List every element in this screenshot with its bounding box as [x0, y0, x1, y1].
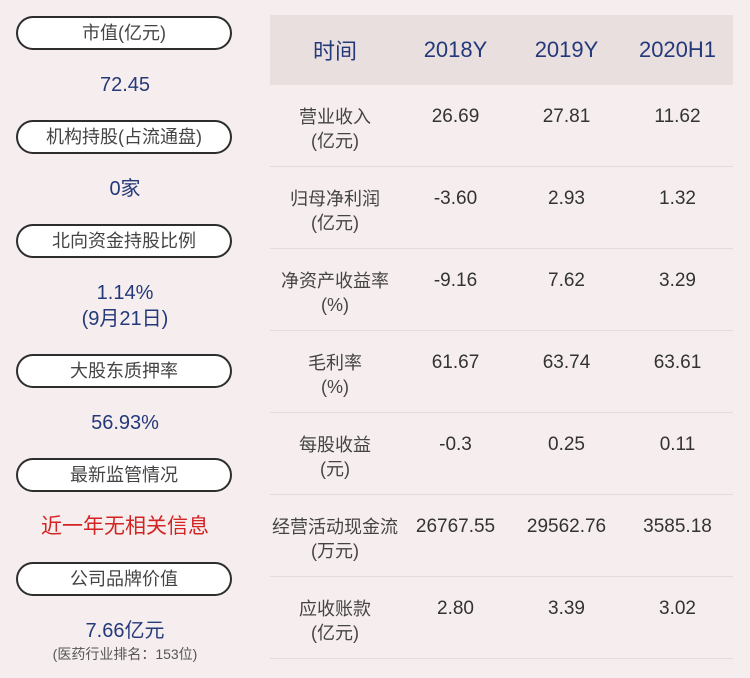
- regulatory-value: 近一年无相关信息: [41, 515, 209, 538]
- northbound-ratio-label: 北向资金持股比例: [16, 224, 232, 258]
- institutional-holding-value: 0家: [109, 178, 141, 200]
- cell-value: 3.29: [659, 270, 696, 291]
- row-unit: (万元): [311, 541, 359, 561]
- cell-value: 63.61: [653, 352, 702, 373]
- brand-value-value: 7.66亿元: [85, 620, 165, 642]
- cell-value: 3585.18: [643, 516, 712, 537]
- table-row: 应收账款 (亿元) 2.80 3.39 3.02: [270, 577, 733, 659]
- row-label: 经营活动现金流 (万元): [270, 495, 400, 563]
- row-label: 净资产收益率 (%): [270, 249, 400, 317]
- market-cap-label: 市值(亿元): [16, 16, 232, 50]
- cell-value: -3.60: [433, 188, 478, 209]
- cell-value: 63.74: [542, 352, 591, 373]
- cell-value: 26767.55: [415, 516, 496, 537]
- header-2020h1: 2020H1: [638, 37, 717, 62]
- row-unit: (亿元): [311, 131, 359, 151]
- northbound-ratio-date: (9月21日): [81, 308, 169, 330]
- brand-rank-note: (医药行业排名：153位): [52, 646, 198, 662]
- cell-value: 29562.76: [526, 516, 607, 537]
- table-row: 营业收入 (亿元) 26.69 27.81 11.62: [270, 85, 733, 167]
- cell-value: 0.11: [659, 434, 696, 455]
- brand-value-label: 公司品牌价值: [16, 562, 232, 596]
- cell-value: 27.81: [542, 106, 591, 127]
- regulatory-label: 最新监管情况: [16, 458, 232, 492]
- cell-value: 0.25: [548, 434, 585, 455]
- table-header: 时间 2018Y 2019Y 2020H1: [270, 15, 733, 85]
- row-name: 净资产收益率: [281, 271, 389, 291]
- table-row: 净资产收益率 (%) -9.16 7.62 3.29: [270, 249, 733, 331]
- cell-value: 3.02: [659, 598, 696, 619]
- row-label: 毛利率 (%): [270, 331, 400, 399]
- row-label: 应收账款 (亿元): [270, 577, 400, 645]
- pledge-rate-label: 大股东质押率: [16, 354, 232, 388]
- row-unit: (%): [321, 377, 349, 397]
- table-row: 毛利率 (%) 61.67 63.74 63.61: [270, 331, 733, 413]
- row-name: 营业收入: [299, 107, 371, 127]
- market-cap-value: 72.45: [99, 74, 151, 96]
- table-row: 经营活动现金流 (万元) 26767.55 29562.76 3585.18: [270, 495, 733, 577]
- pledge-rate-value: 56.93%: [91, 412, 159, 434]
- header-2019y: 2019Y: [534, 37, 599, 62]
- row-unit: (亿元): [311, 623, 359, 643]
- header-time: 时间: [312, 39, 357, 64]
- row-unit: (元): [320, 459, 350, 479]
- row-name: 经营活动现金流: [272, 517, 398, 537]
- row-unit: (亿元): [311, 213, 359, 233]
- cell-value: 61.67: [431, 352, 480, 373]
- cell-value: -9.16: [433, 270, 478, 291]
- cell-value: 2.80: [437, 598, 474, 619]
- row-name: 应收账款: [299, 599, 371, 619]
- cell-value: 11.62: [654, 106, 701, 127]
- cell-value: 26.69: [431, 106, 480, 127]
- table-row: 归母净利润 (亿元) -3.60 2.93 1.32: [270, 167, 733, 249]
- row-label: 营业收入 (亿元): [270, 85, 400, 153]
- cell-value: -0.3: [439, 434, 472, 455]
- row-label: 归母净利润 (亿元): [270, 167, 400, 235]
- row-name: 归母净利润: [290, 189, 380, 209]
- table-row: 每股收益 (元) -0.3 0.25 0.11: [270, 413, 733, 495]
- cell-value: 7.62: [548, 270, 585, 291]
- financial-table: 时间 2018Y 2019Y 2020H1 营业收入 (亿元) 26.69 27.…: [270, 15, 733, 659]
- row-name: 每股收益: [299, 435, 371, 455]
- row-label: 每股收益 (元): [270, 413, 400, 481]
- cell-value: 3.39: [548, 598, 585, 619]
- row-name: 毛利率: [308, 353, 362, 373]
- northbound-ratio-value: 1.14%: [96, 282, 154, 304]
- cell-value: 2.93: [548, 188, 585, 209]
- left-panel: 市值(亿元) 72.45 机构持股(占流通盘) 0家 北向资金持股比例 1.14…: [0, 0, 250, 678]
- header-2018y: 2018Y: [423, 37, 488, 62]
- cell-value: 1.32: [659, 188, 696, 209]
- row-unit: (%): [321, 295, 349, 315]
- institutional-holding-label: 机构持股(占流通盘): [16, 120, 232, 154]
